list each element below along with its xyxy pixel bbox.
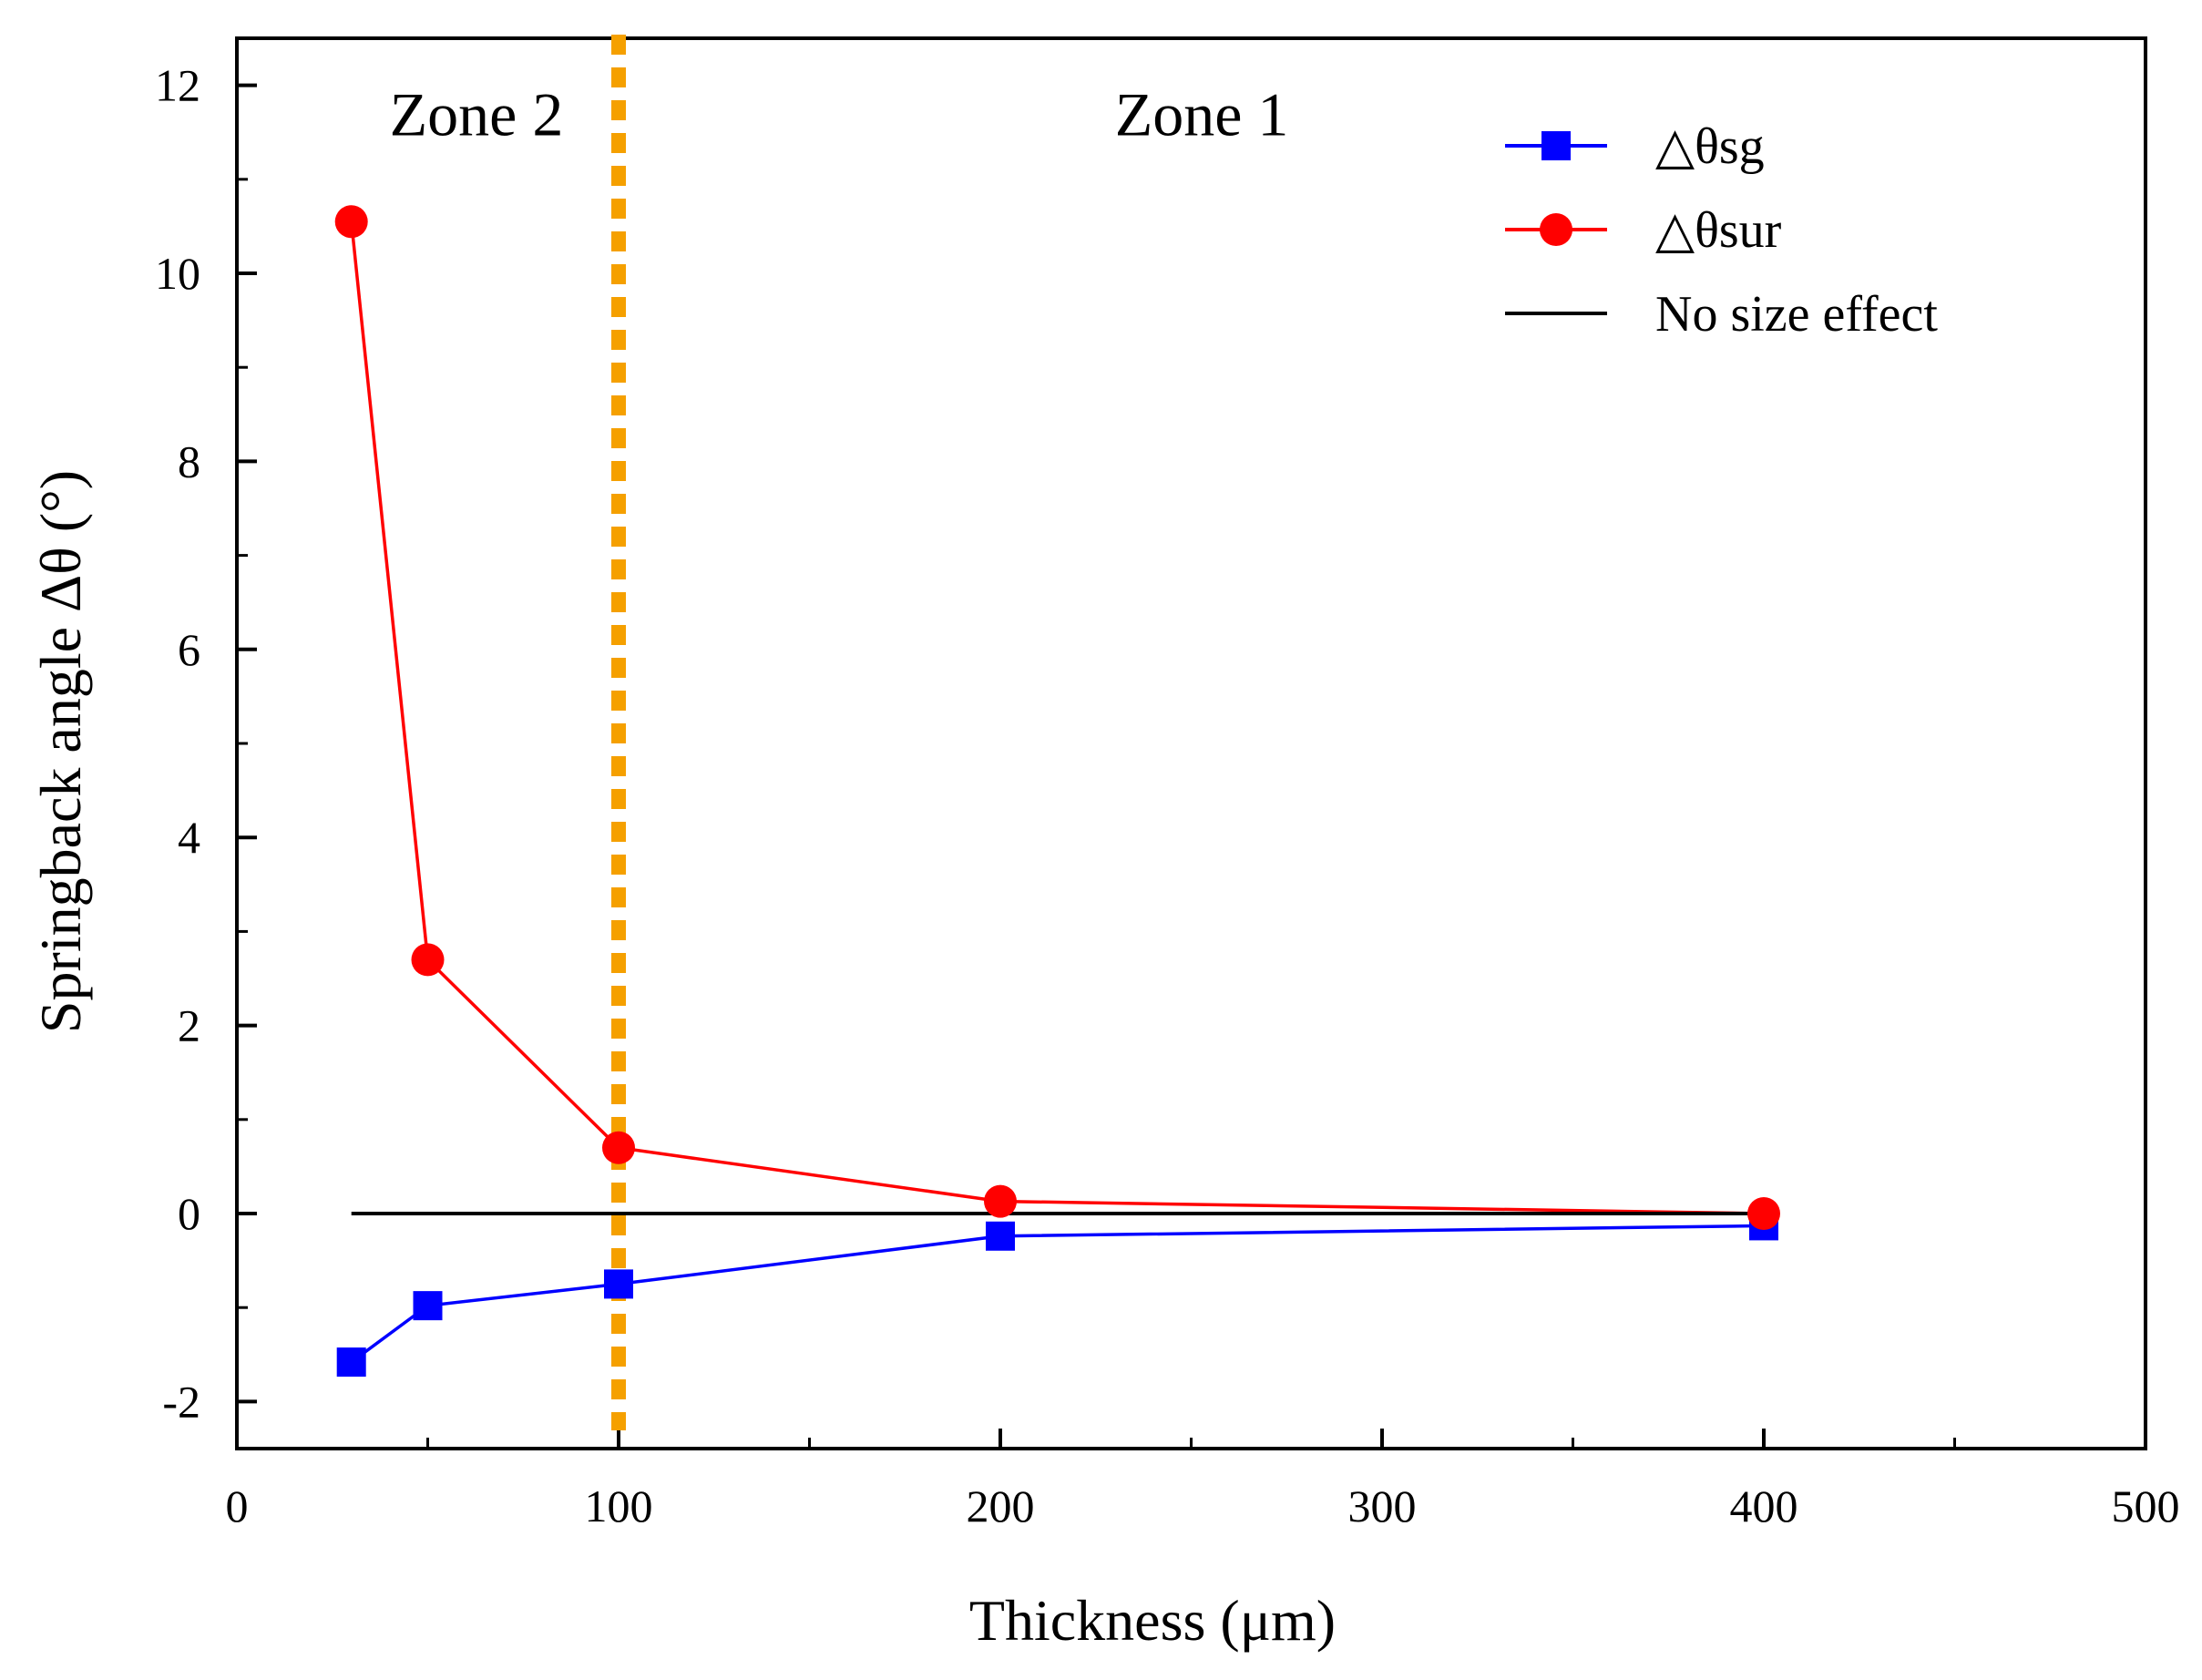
- data-point-sg: [413, 1291, 443, 1321]
- x-tick-label: 100: [585, 1480, 653, 1531]
- x-axis-title: Thickness (μm): [969, 1588, 1336, 1653]
- legend-marker-sg: [1541, 131, 1571, 160]
- y-tick-label: 4: [178, 812, 200, 863]
- data-point-sg: [336, 1347, 366, 1378]
- data-point-sur: [984, 1184, 1017, 1218]
- y-tick-label: 0: [178, 1188, 200, 1239]
- data-point-sg: [604, 1269, 633, 1299]
- zone-1-label: Zone 1: [1115, 80, 1289, 149]
- y-tick-label: 10: [155, 248, 200, 299]
- x-axis-ticks: 0 100 200 300 400 500: [226, 1429, 2180, 1531]
- x-tick-label: 200: [967, 1480, 1035, 1531]
- y-tick-label: 8: [178, 435, 200, 487]
- legend-marker-sur: [1540, 213, 1572, 246]
- y-axis-title: Springback angle Δθ (°): [28, 470, 93, 1033]
- x-tick-label: 400: [1730, 1480, 1798, 1531]
- x-tick-label: 0: [226, 1480, 249, 1531]
- x-tick-label: 500: [2112, 1480, 2180, 1531]
- legend-label-sur: △θsur: [1655, 202, 1782, 259]
- y-tick-label: 12: [155, 60, 200, 111]
- data-point-sur: [411, 943, 445, 977]
- legend-label-sg: △θsg: [1655, 118, 1765, 175]
- legend: △θsg △θsur No size effect: [1505, 118, 1938, 343]
- zone-annotations: Zone 2 Zone 1: [390, 80, 1289, 149]
- data-point-sg: [986, 1221, 1015, 1251]
- data-point-sur: [334, 205, 368, 239]
- y-tick-label: 2: [178, 1000, 200, 1051]
- zone-2-label: Zone 2: [390, 80, 564, 149]
- series-markers: [334, 205, 1780, 1378]
- minor-ticks: [237, 178, 1956, 1449]
- data-point-sur: [1747, 1197, 1780, 1230]
- x-tick-label: 300: [1348, 1480, 1417, 1531]
- legend-label-no-size-effect: No size effect: [1655, 286, 1938, 343]
- y-tick-label: -2: [162, 1376, 200, 1427]
- y-tick-label: 6: [178, 624, 200, 675]
- data-point-sur: [602, 1131, 635, 1164]
- y-axis-ticks: -2 0 2 4 6 8 10 12: [155, 60, 257, 1427]
